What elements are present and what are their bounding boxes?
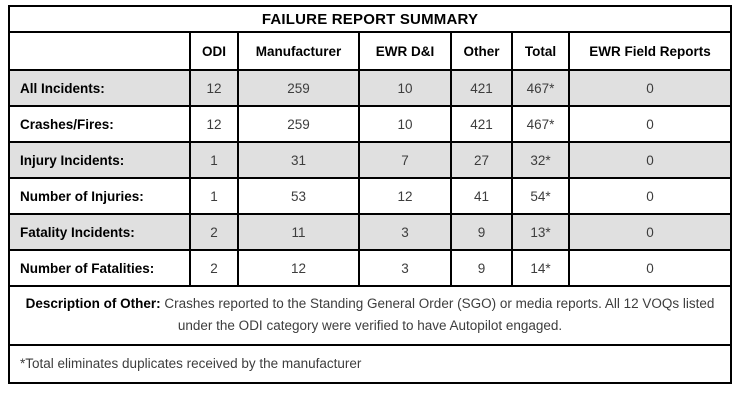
value-cell: 2 — [189, 249, 239, 287]
value-cell: 0 — [567, 177, 733, 215]
value-cell: 12 — [358, 177, 452, 215]
description-row: Description of Other: Crashes reported t… — [7, 285, 733, 346]
value-cell: 467* — [511, 105, 570, 143]
table-row-number-of-injuries: Number of Injuries: 1 53 12 41 54* 0 — [8, 177, 733, 215]
table-row-injury-incidents: Injury Incidents: 1 31 7 27 32* 0 — [8, 141, 733, 179]
column-header-row: ODI Manufacturer EWR D&I Other Total EWR… — [8, 31, 733, 71]
value-cell: 1 — [189, 141, 239, 179]
value-cell: 12 — [237, 249, 360, 287]
row-label: Crashes/Fires: — [8, 105, 191, 143]
column-header-ewr-di: EWR D&I — [358, 31, 452, 71]
value-cell: 31 — [237, 141, 360, 179]
table-row-all-incidents: All Incidents: 12 259 10 421 467* 0 — [8, 69, 733, 107]
value-cell: 1 — [189, 177, 239, 215]
title-row: FAILURE REPORT SUMMARY — [7, 5, 733, 33]
table-title: FAILURE REPORT SUMMARY — [7, 5, 733, 33]
value-cell: 3 — [358, 213, 452, 251]
value-cell: 421 — [450, 105, 513, 143]
value-cell: 27 — [450, 141, 513, 179]
column-header-odi: ODI — [189, 31, 239, 71]
value-cell: 259 — [237, 69, 360, 107]
row-label: Number of Fatalities: — [8, 249, 191, 287]
column-header-blank — [8, 31, 191, 71]
value-cell: 14* — [511, 249, 570, 287]
value-cell: 2 — [189, 213, 239, 251]
failure-report-table: FAILURE REPORT SUMMARY ODI Manufacturer … — [7, 5, 733, 384]
row-label: Number of Injuries: — [8, 177, 191, 215]
value-cell: 3 — [358, 249, 452, 287]
value-cell: 10 — [358, 69, 452, 107]
column-header-manufacturer: Manufacturer — [237, 31, 360, 71]
row-label: Fatality Incidents: — [8, 213, 191, 251]
footnote-row: *Total eliminates duplicates received by… — [7, 343, 733, 384]
description-text: Crashes reported to the Standing General… — [164, 296, 715, 334]
description-label: Description of Other: — [25, 296, 161, 311]
value-cell: 13* — [511, 213, 570, 251]
footnote: *Total eliminates duplicates received by… — [7, 343, 733, 384]
value-cell: 12 — [189, 105, 239, 143]
failure-report-summary: FAILURE REPORT SUMMARY ODI Manufacturer … — [7, 5, 733, 384]
row-label: All Incidents: — [8, 69, 191, 107]
column-header-ewr-field-reports: EWR Field Reports — [567, 31, 733, 71]
value-cell: 9 — [450, 249, 513, 287]
value-cell: 9 — [450, 213, 513, 251]
value-cell: 41 — [450, 177, 513, 215]
row-label: Injury Incidents: — [8, 141, 191, 179]
value-cell: 421 — [450, 69, 513, 107]
value-cell: 32* — [511, 141, 570, 179]
value-cell: 10 — [358, 105, 452, 143]
column-header-other: Other — [450, 31, 513, 71]
value-cell: 0 — [567, 69, 733, 107]
table-row-fatality-incidents: Fatality Incidents: 2 11 3 9 13* 0 — [8, 213, 733, 251]
value-cell: 7 — [358, 141, 452, 179]
description-cell: Description of Other: Crashes reported t… — [7, 285, 733, 346]
value-cell: 54* — [511, 177, 570, 215]
value-cell: 0 — [567, 249, 733, 287]
value-cell: 11 — [237, 213, 360, 251]
value-cell: 259 — [237, 105, 360, 143]
table-row-number-of-fatalities: Number of Fatalities: 2 12 3 9 14* 0 — [8, 249, 733, 287]
value-cell: 12 — [189, 69, 239, 107]
value-cell: 467* — [511, 69, 570, 107]
value-cell: 0 — [567, 213, 733, 251]
value-cell: 53 — [237, 177, 360, 215]
column-header-total: Total — [511, 31, 570, 71]
value-cell: 0 — [567, 105, 733, 143]
value-cell: 0 — [567, 141, 733, 179]
table-row-crashes-fires: Crashes/Fires: 12 259 10 421 467* 0 — [8, 105, 733, 143]
